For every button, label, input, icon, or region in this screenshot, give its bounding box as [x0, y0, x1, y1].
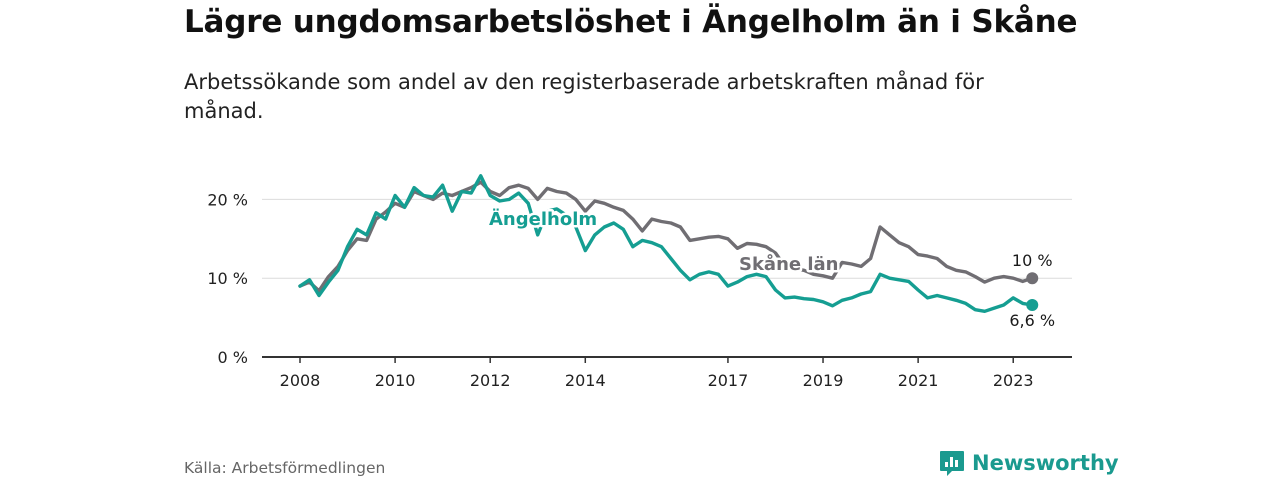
- series-layer: [298, 174, 1039, 313]
- y-tick-label: 20 %: [207, 190, 248, 209]
- axis-layer: 0 % 10 % 20 % 2008 2010 2012 2014 2017 2019 2021 2…: [207, 190, 1072, 390]
- chart-subtitle: Arbetssökande som andel av den registerb…: [184, 70, 984, 123]
- newsworthy-logo-icon: [940, 451, 964, 476]
- angelholm-end-value-label: 6,6 %: [1009, 311, 1055, 330]
- x-tick-label: 2021: [898, 371, 939, 390]
- skane-lan-end-point: [1026, 272, 1039, 285]
- source-note: Källa: Arbetsförmedlingen: [184, 459, 386, 477]
- x-tick-label: 2023: [993, 371, 1034, 390]
- label-layer: Ängelholm Skåne län 10 % 6,6 %: [487, 206, 1058, 332]
- y-tick-label: 0 %: [218, 348, 248, 367]
- skane-lan-series-label: Skåne län: [739, 253, 839, 275]
- angelholm-series-label: Ängelholm: [489, 208, 597, 230]
- skane-lan-end-value-label: 10 %: [1012, 251, 1053, 270]
- x-tick-label: 2017: [708, 371, 749, 390]
- brand-logo[interactable]: Newsworthy: [938, 449, 1119, 477]
- angelholm-line: [298, 174, 1034, 313]
- y-tick-label: 10 %: [207, 269, 248, 288]
- x-tick-label: 2012: [470, 371, 511, 390]
- brand-name: Newsworthy: [972, 451, 1119, 475]
- chart-title: Lägre ungdomsarbetslöshet i Ängelholm än…: [184, 4, 1078, 40]
- x-tick-label: 2014: [565, 371, 606, 390]
- x-tick-label: 2010: [375, 371, 416, 390]
- line-chart: 0 % 10 % 20 % 2008 2010 2012 2014 2017 2019 2021 2…: [207, 174, 1072, 390]
- x-tick-label: 2019: [803, 371, 844, 390]
- x-tick-label: 2008: [280, 371, 321, 390]
- angelholm-end-point: [1026, 298, 1039, 311]
